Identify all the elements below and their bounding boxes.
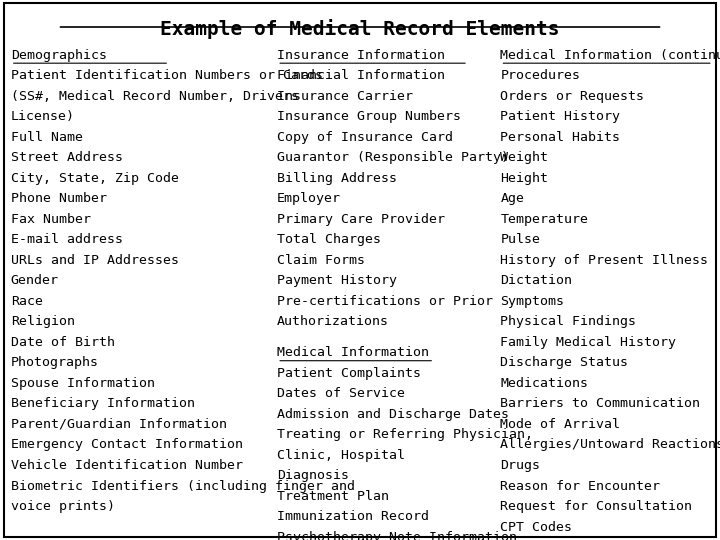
Text: Parent/Guardian Information: Parent/Guardian Information	[11, 418, 227, 431]
Text: Barriers to Communication: Barriers to Communication	[500, 397, 701, 410]
Text: Copy of Insurance Card: Copy of Insurance Card	[277, 131, 453, 144]
Text: Employer: Employer	[277, 192, 341, 205]
Text: Full Name: Full Name	[11, 131, 83, 144]
Text: Dates of Service: Dates of Service	[277, 387, 405, 400]
Text: Race: Race	[11, 295, 42, 308]
Text: Dictation: Dictation	[500, 274, 572, 287]
Text: Medical Information (continued): Medical Information (continued)	[500, 49, 720, 62]
Text: Admission and Discharge Dates: Admission and Discharge Dates	[277, 408, 509, 421]
Text: City, State, Zip Code: City, State, Zip Code	[11, 172, 179, 185]
Text: Family Medical History: Family Medical History	[500, 336, 676, 349]
Text: Beneficiary Information: Beneficiary Information	[11, 397, 195, 410]
Text: Demographics: Demographics	[11, 49, 107, 62]
Text: Patient Complaints: Patient Complaints	[277, 367, 421, 380]
Text: Pulse: Pulse	[500, 233, 541, 246]
Text: Payment History: Payment History	[277, 274, 397, 287]
Text: Financial Information: Financial Information	[277, 69, 445, 82]
Text: Medical Information: Medical Information	[277, 346, 429, 359]
Text: Psychotherapy Note Information: Psychotherapy Note Information	[277, 531, 517, 540]
Text: Total Charges: Total Charges	[277, 233, 381, 246]
Text: Medications: Medications	[500, 377, 588, 390]
Text: Religion: Religion	[11, 315, 75, 328]
Text: Physical Findings: Physical Findings	[500, 315, 636, 328]
Text: Mode of Arrival: Mode of Arrival	[500, 418, 621, 431]
Text: Primary Care Provider: Primary Care Provider	[277, 213, 445, 226]
Text: Symptoms: Symptoms	[500, 295, 564, 308]
Text: Diagnosis: Diagnosis	[277, 469, 349, 482]
Text: Personal Habits: Personal Habits	[500, 131, 621, 144]
Text: Request for Consultation: Request for Consultation	[500, 500, 693, 513]
Text: Guarantor (Responsible Party): Guarantor (Responsible Party)	[277, 151, 509, 164]
Text: Authorizations: Authorizations	[277, 315, 390, 328]
Text: Weight: Weight	[500, 151, 549, 164]
Text: Patient Identification Numbers or Cards: Patient Identification Numbers or Cards	[11, 69, 323, 82]
Text: voice prints): voice prints)	[11, 500, 114, 513]
Text: License): License)	[11, 110, 75, 123]
Text: Reason for Encounter: Reason for Encounter	[500, 480, 660, 492]
Text: Insurance Information: Insurance Information	[277, 49, 445, 62]
Text: Spouse Information: Spouse Information	[11, 377, 155, 390]
Text: Patient History: Patient History	[500, 110, 621, 123]
Text: Example of Medical Record Elements: Example of Medical Record Elements	[161, 19, 559, 39]
Text: Insurance Carrier: Insurance Carrier	[277, 90, 413, 103]
Text: Temperature: Temperature	[500, 213, 588, 226]
Text: Age: Age	[500, 192, 524, 205]
Text: Biometric Identifiers (including finger and: Biometric Identifiers (including finger …	[11, 480, 355, 492]
Text: Treatment Plan: Treatment Plan	[277, 490, 390, 503]
Text: Billing Address: Billing Address	[277, 172, 397, 185]
Text: Vehicle Identification Number: Vehicle Identification Number	[11, 459, 243, 472]
Text: Clinic, Hospital: Clinic, Hospital	[277, 449, 405, 462]
Text: Treating or Referring Physician,: Treating or Referring Physician,	[277, 428, 534, 441]
Text: Date of Birth: Date of Birth	[11, 336, 114, 349]
Text: Fax Number: Fax Number	[11, 213, 91, 226]
Text: E-mail address: E-mail address	[11, 233, 123, 246]
Text: Claim Forms: Claim Forms	[277, 254, 365, 267]
Text: History of Present Illness: History of Present Illness	[500, 254, 708, 267]
Text: Gender: Gender	[11, 274, 59, 287]
Text: URLs and IP Addresses: URLs and IP Addresses	[11, 254, 179, 267]
Text: Emergency Contact Information: Emergency Contact Information	[11, 438, 243, 451]
Text: Allergies/Untoward Reactions to: Allergies/Untoward Reactions to	[500, 438, 720, 451]
Text: Height: Height	[500, 172, 549, 185]
Text: Pre-certifications or Prior: Pre-certifications or Prior	[277, 295, 493, 308]
Text: Street Address: Street Address	[11, 151, 123, 164]
Text: Immunization Record: Immunization Record	[277, 510, 429, 523]
Text: Procedures: Procedures	[500, 69, 580, 82]
Text: Insurance Group Numbers: Insurance Group Numbers	[277, 110, 462, 123]
Text: Photographs: Photographs	[11, 356, 99, 369]
Text: Phone Number: Phone Number	[11, 192, 107, 205]
Text: Discharge Status: Discharge Status	[500, 356, 629, 369]
Text: (SS#, Medical Record Number, Drivers: (SS#, Medical Record Number, Drivers	[11, 90, 299, 103]
Text: CPT Codes: CPT Codes	[500, 521, 572, 534]
Text: Orders or Requests: Orders or Requests	[500, 90, 644, 103]
Text: Drugs: Drugs	[500, 459, 541, 472]
